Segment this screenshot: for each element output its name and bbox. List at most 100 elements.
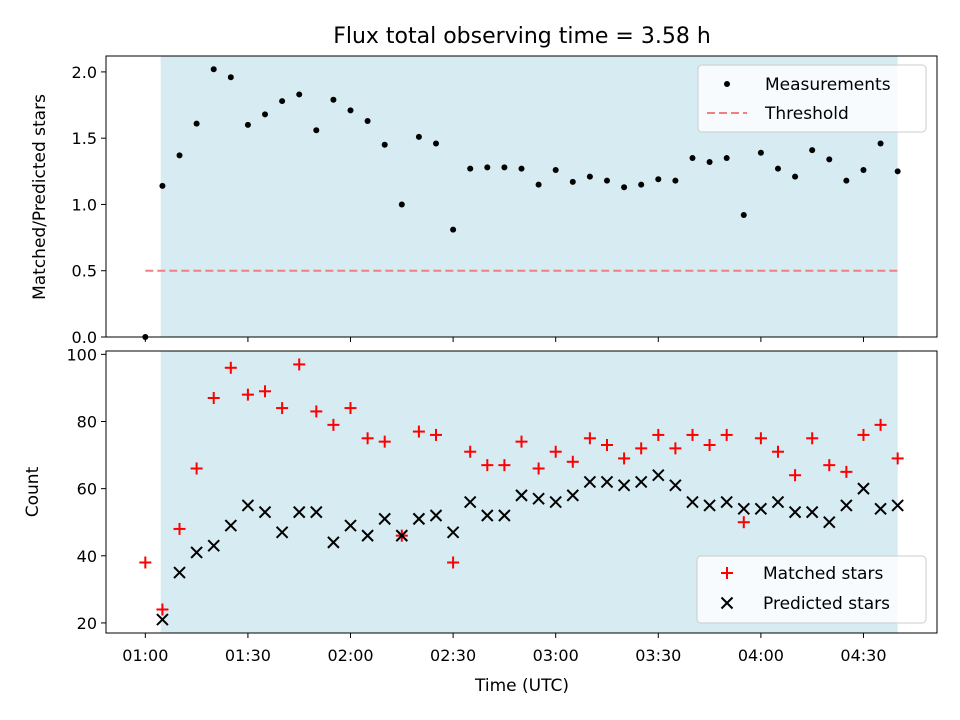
top-y-tick-label: 0.5 xyxy=(72,262,97,281)
predicted-star-point xyxy=(771,495,785,509)
measurement-point xyxy=(176,152,183,159)
predicted-star-point xyxy=(361,529,374,542)
predicted-star-point-b xyxy=(173,566,186,579)
predicted-star-point-b xyxy=(515,489,528,502)
predicted-star-point-b xyxy=(412,512,426,526)
legend-predicted-marker xyxy=(720,596,734,610)
predicted-star-point xyxy=(515,489,528,502)
top-y-tick-label: 2.0 xyxy=(72,63,97,82)
measurement-point xyxy=(603,177,610,184)
predicted-star-point xyxy=(583,475,597,489)
matched-star-point xyxy=(224,361,237,374)
matched-star-point xyxy=(156,603,169,616)
legend-measurements-label: Measurements xyxy=(765,75,891,95)
matched-star-point xyxy=(241,388,254,401)
bottom-legend: Matched stars Predicted stars xyxy=(696,555,927,624)
matched-star-point xyxy=(806,432,819,445)
matched-star-point xyxy=(515,435,528,448)
matched-star-point xyxy=(754,432,767,445)
predicted-star-point xyxy=(156,613,169,626)
measurement-point xyxy=(467,165,474,172)
predicted-star-point-b xyxy=(378,512,391,526)
matched-star-point xyxy=(139,556,152,569)
predicted-star-point-b xyxy=(258,505,272,519)
predicted-star-point-b xyxy=(840,499,853,512)
measurement-point xyxy=(244,121,251,128)
measurement-point xyxy=(330,96,337,103)
predicted-star-point-b xyxy=(600,475,614,489)
top-y-tick-label: 1.5 xyxy=(72,129,97,148)
predicted-star-point xyxy=(207,539,220,552)
x-tick-label: 03:30 xyxy=(635,646,681,665)
matched-star-point xyxy=(310,405,323,418)
predicted-star-point-b xyxy=(498,509,511,522)
bottom-y-tick-label: 80 xyxy=(77,413,97,432)
matched-star-point xyxy=(207,392,220,404)
predicted-star-point-b xyxy=(566,489,580,502)
predicted-star-point-b xyxy=(703,499,716,512)
matched-star-point xyxy=(378,435,391,448)
measurement-point xyxy=(792,173,799,180)
measurement-point xyxy=(860,166,867,173)
matched-star-point xyxy=(259,385,272,398)
predicted-star-point-b xyxy=(652,469,665,482)
measurement-point xyxy=(757,149,764,156)
predicted-star-point xyxy=(378,512,391,526)
predicted-star-point-b xyxy=(310,505,323,519)
predicted-star-point xyxy=(669,479,682,492)
predicted-star-point-b xyxy=(771,495,785,509)
matched-star-point xyxy=(652,428,665,441)
matched-star-point xyxy=(789,469,802,482)
predicted-star-point-b xyxy=(481,509,494,522)
x-tick-label: 02:00 xyxy=(327,646,373,665)
matched-star-point xyxy=(566,455,579,468)
measurement-point xyxy=(689,155,696,162)
measurement-point xyxy=(877,140,884,147)
predicted-star-point-b xyxy=(686,495,699,509)
predicted-star-point-b xyxy=(327,536,340,549)
predicted-star-point xyxy=(412,512,426,526)
predicted-star-point-b xyxy=(463,495,477,509)
predicted-star-point xyxy=(241,499,255,512)
measurement-point xyxy=(740,212,747,219)
matched-star-point xyxy=(173,522,186,535)
legend-matched-label: Matched stars xyxy=(763,564,883,584)
predicted-star-point xyxy=(617,479,631,492)
x-tick-label: 01:00 xyxy=(122,646,168,665)
predicted-star-point-b xyxy=(823,516,836,529)
legend-predicted-label: Predicted stars xyxy=(763,594,890,614)
predicted-star-point-b xyxy=(190,546,203,559)
predicted-star-point xyxy=(344,519,357,532)
matched-star-point xyxy=(720,428,733,441)
predicted-star-point-b xyxy=(737,502,750,515)
matched-star-point xyxy=(293,358,306,371)
predicted-star-point-b xyxy=(361,529,374,542)
measurement-point xyxy=(518,165,525,172)
predicted-star-point xyxy=(498,509,511,522)
measurement-point xyxy=(159,182,166,189)
bottom-y-axis-label: Count xyxy=(23,466,43,517)
predicted-star-point-b xyxy=(549,495,562,509)
predicted-star-point xyxy=(190,546,203,559)
measurement-point xyxy=(364,117,371,124)
measurement-point xyxy=(809,147,816,154)
predicted-star-point-b xyxy=(446,526,460,539)
matched-star-point xyxy=(600,439,613,451)
measurement-point xyxy=(638,181,645,188)
matched-star-point xyxy=(583,432,596,445)
measurement-point xyxy=(826,156,833,163)
matched-star-point xyxy=(823,459,836,472)
predicted-star-point xyxy=(310,505,323,519)
matched-star-point xyxy=(430,428,443,441)
measurement-point xyxy=(381,141,388,148)
legend-predicted-marker-b xyxy=(720,596,734,610)
legend-threshold-label: Threshold xyxy=(764,104,849,124)
measurement-point xyxy=(843,177,850,184)
x-axis-label: Time (UTC) xyxy=(474,676,569,696)
predicted-star-point xyxy=(481,509,494,522)
bottom-y-tick-label: 60 xyxy=(77,480,97,499)
measurement-point xyxy=(415,133,422,140)
top-plot-frame xyxy=(105,55,938,338)
predicted-star-point xyxy=(173,566,186,579)
